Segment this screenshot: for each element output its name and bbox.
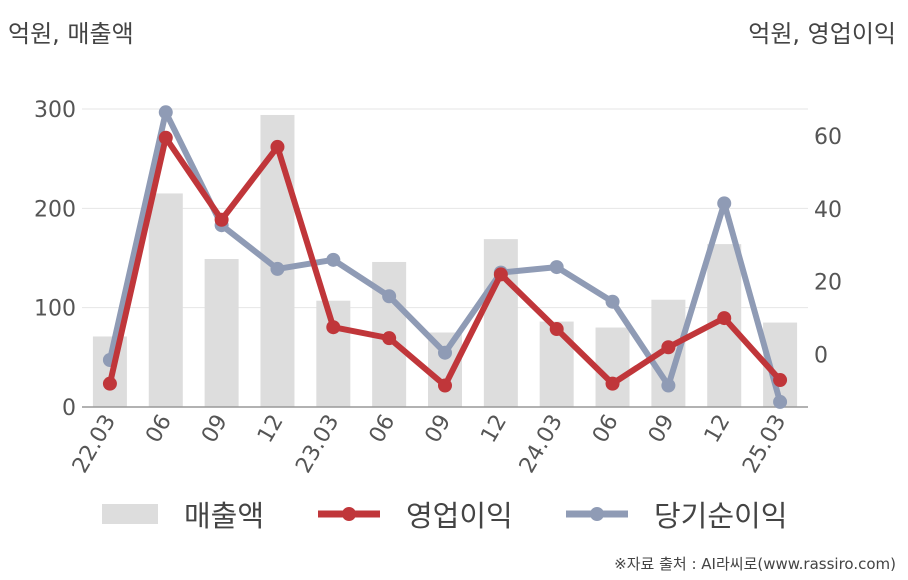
point-operating-profit-10 [661, 340, 676, 355]
legend-swatch-operating-profit [318, 507, 380, 521]
bar-sales-2 [204, 258, 239, 407]
point-operating-profit-5 [382, 331, 397, 346]
legend-label-sales: 매출액 [184, 499, 265, 533]
source-note: ※자료 출처 : AI라씨로(www.rassiro.com) [614, 555, 896, 573]
point-operating-profit-4 [326, 320, 341, 335]
legend-item-net-income: 당기순이익 [566, 492, 787, 536]
x-axis-tick-4: 23.03 [291, 411, 344, 478]
point-net-income-8 [549, 260, 564, 275]
bar-sales-9 [595, 327, 630, 407]
point-net-income-11 [717, 196, 732, 211]
right-axis-tick-3: 60 [814, 125, 842, 150]
right-axis-tick-2: 40 [814, 198, 842, 223]
point-operating-profit-0 [102, 376, 117, 391]
point-operating-profit-9 [605, 376, 620, 391]
bar-sales-4 [316, 300, 351, 407]
x-axis-tick-12: 25.03 [738, 411, 791, 478]
point-operating-profit-3 [270, 139, 285, 154]
legend-item-operating-profit: 영업이익 [318, 492, 513, 536]
x-axis-tick-3: 12 [253, 411, 289, 448]
legend-item-sales: 매출액 [102, 492, 264, 536]
legend-swatch-sales [102, 504, 158, 524]
x-axis-tick-9: 06 [588, 411, 624, 448]
x-axis-tick-1: 06 [141, 411, 177, 448]
bar-sales-1 [148, 193, 183, 407]
legend-label-net-income: 당기순이익 [654, 499, 788, 533]
point-operating-profit-8 [549, 322, 564, 337]
legend-swatch-net-income [566, 507, 628, 521]
point-net-income-12 [773, 394, 788, 409]
point-net-income-10 [661, 378, 676, 393]
point-operating-profit-6 [438, 378, 452, 393]
point-operating-profit-12 [773, 373, 788, 388]
legend: 매출액 영업이익 당기순이익 [0, 492, 908, 536]
point-net-income-3 [270, 261, 285, 276]
x-axis-tick-5: 06 [365, 411, 401, 448]
right-axis-tick-1: 20 [814, 271, 842, 296]
x-axis-tick-8: 24.03 [515, 411, 568, 478]
left-axis-tick-3: 300 [34, 98, 76, 123]
left-axis-unit-label: 억원, 매출액 [8, 20, 134, 48]
point-net-income-9 [605, 294, 620, 309]
x-axis-tick-6: 09 [421, 411, 457, 448]
right-axis-unit-label: 억원, 영업이익 [748, 20, 896, 48]
right-axis-tick-0: 0 [814, 344, 828, 369]
bar-sales-7 [483, 239, 518, 407]
point-net-income-4 [326, 252, 341, 267]
point-operating-profit-1 [158, 130, 173, 145]
x-axis-tick-2: 09 [197, 411, 233, 448]
x-axis-tick-10: 09 [644, 411, 680, 448]
point-operating-profit-2 [214, 212, 229, 227]
point-net-income-5 [382, 289, 397, 304]
left-axis-tick-2: 200 [34, 197, 76, 222]
x-axis-tick-11: 12 [700, 411, 736, 448]
point-operating-profit-7 [493, 267, 508, 282]
left-axis-tick-0: 0 [62, 396, 76, 421]
legend-label-operating-profit: 영업이익 [406, 499, 513, 533]
point-net-income-6 [438, 345, 452, 360]
point-net-income-1 [158, 105, 173, 120]
x-axis-tick-7: 12 [476, 411, 512, 448]
point-operating-profit-11 [717, 311, 732, 326]
left-axis-tick-1: 100 [34, 297, 76, 322]
